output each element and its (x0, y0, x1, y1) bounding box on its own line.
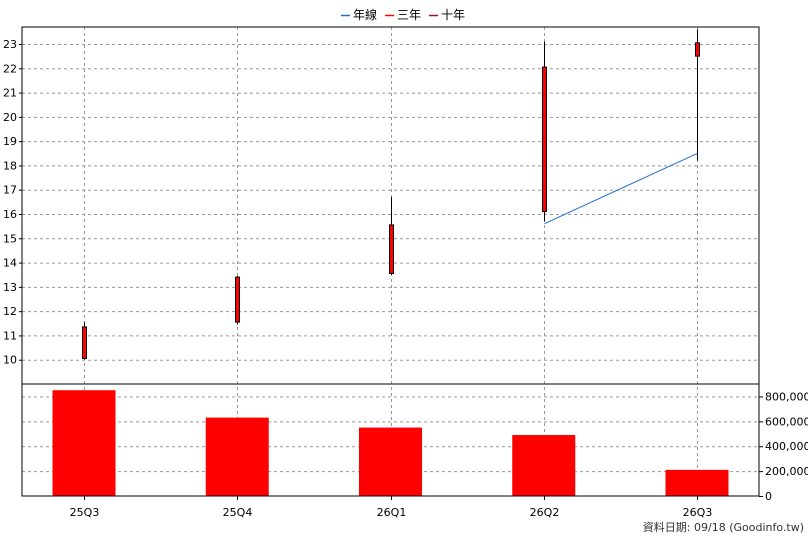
price-axis: 10 11 12 13 14 15 16 17 18 19 20 21 22 23 (3, 38, 22, 367)
year-line (544, 152, 698, 225)
price-tick-label: 14 (3, 257, 17, 270)
x-tick-label: 25Q4 (223, 506, 253, 519)
price-tick-label: 12 (3, 305, 17, 318)
price-tick-label: 11 (3, 329, 17, 342)
candle-body (695, 42, 700, 57)
x-tick-label: 26Q1 (377, 506, 407, 519)
price-tick-label: 16 (3, 208, 17, 221)
legend-label: 年線 (353, 7, 377, 22)
volume-bar (205, 417, 269, 496)
price-tick-label: 22 (3, 62, 17, 75)
x-tick-label: 25Q3 (70, 506, 100, 519)
volume-tick-label: 0 (765, 490, 772, 503)
x-tick-label: 26Q3 (683, 506, 713, 519)
candle-body (82, 326, 87, 359)
volume-bars (52, 390, 729, 496)
legend-label: 十年 (441, 8, 465, 22)
price-tick-label: 13 (3, 281, 17, 294)
footer-source: 資料日期: 09/18 (Goodinfo.tw) (643, 520, 804, 534)
candle-body (542, 66, 547, 213)
price-tick-label: 18 (3, 159, 17, 172)
volume-tick-label: 600,000 (765, 415, 808, 428)
legend-label: 三年 (397, 8, 421, 22)
candle-body (235, 276, 240, 323)
candlesticks (82, 29, 700, 360)
volume-tick-label: 400,000 (765, 440, 808, 453)
x-axis: 25Q3 25Q4 26Q1 26Q2 26Q3 (70, 496, 713, 519)
legend: 年線 三年 十年 (341, 7, 465, 22)
price-tick-label: 23 (3, 38, 17, 51)
volume-bar (665, 469, 729, 496)
x-tick-label: 26Q2 (530, 506, 560, 519)
volume-bar (52, 390, 116, 496)
price-tick-label: 10 (3, 354, 17, 367)
volume-bar (512, 435, 576, 496)
price-tick-label: 19 (3, 135, 17, 148)
year-line-path (544, 152, 698, 225)
volume-tick-label: 200,000 (765, 465, 808, 478)
volume-panel-frame (21, 383, 760, 497)
volume-axis: 0 200,000 400,000 600,000 800,000 (759, 390, 808, 503)
volume-tick-label: 800,000 (765, 390, 808, 403)
price-panel-frame (21, 26, 760, 385)
price-tick-label: 17 (3, 184, 17, 197)
candle-body (389, 224, 394, 275)
price-tick-label: 15 (3, 232, 17, 245)
volume-bar (359, 427, 422, 496)
price-tick-label: 21 (3, 87, 17, 100)
price-tick-label: 20 (3, 111, 17, 124)
